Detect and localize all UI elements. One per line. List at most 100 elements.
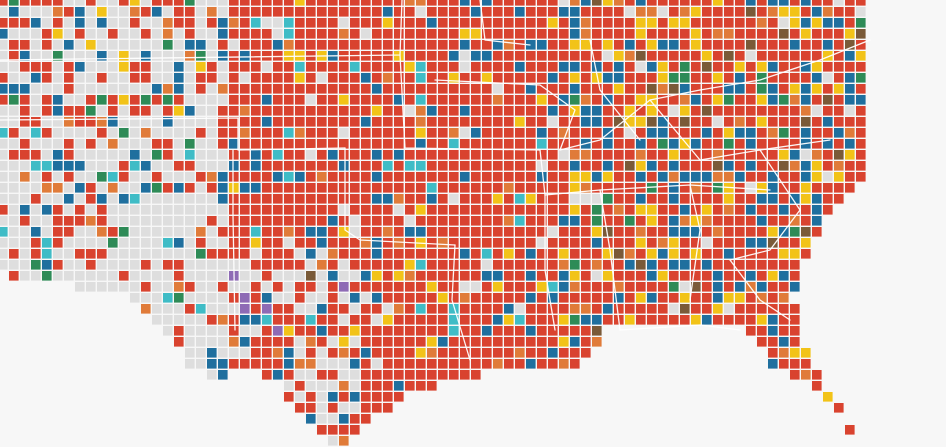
- county-tile: [20, 194, 30, 204]
- county-tile: [306, 7, 316, 17]
- county-tile: [185, 227, 195, 237]
- county-tile: [702, 216, 712, 226]
- county-tile: [196, 106, 206, 116]
- county-tile: [526, 7, 536, 17]
- county-tile: [515, 117, 525, 127]
- county-tile: [240, 326, 250, 336]
- county-tile: [801, 150, 811, 160]
- county-tile: [823, 73, 833, 83]
- county-tile: [427, 183, 437, 193]
- county-tile: [317, 40, 327, 50]
- county-tile: [152, 271, 162, 281]
- county-tile: [493, 172, 503, 182]
- county-tile: [449, 0, 459, 6]
- county-tile: [273, 0, 283, 6]
- county-tile: [207, 150, 217, 160]
- county-tile: [383, 128, 393, 138]
- county-tile: [86, 84, 96, 94]
- county-tile: [416, 293, 426, 303]
- county-tile: [130, 62, 140, 72]
- county-tile: [240, 282, 250, 292]
- county-tile: [372, 139, 382, 149]
- county-tile: [295, 359, 305, 369]
- county-tile: [449, 62, 459, 72]
- county-tile: [163, 128, 173, 138]
- county-tile: [75, 29, 85, 39]
- county-tile: [746, 150, 756, 160]
- county-tile: [592, 40, 602, 50]
- county-tile: [405, 227, 415, 237]
- county-tile: [746, 326, 756, 336]
- county-tile: [691, 18, 701, 28]
- county-tile: [251, 271, 261, 281]
- county-tile: [537, 271, 547, 281]
- county-tile: [86, 18, 96, 28]
- county-tile: [724, 128, 734, 138]
- county-tile: [790, 194, 800, 204]
- county-tile: [460, 95, 470, 105]
- county-tile: [53, 172, 63, 182]
- county-tile: [350, 0, 360, 6]
- county-tile: [416, 282, 426, 292]
- county-tile: [284, 271, 294, 281]
- county-tile: [229, 304, 239, 314]
- county-tile: [735, 260, 745, 270]
- county-tile: [823, 7, 833, 17]
- county-tile: [361, 282, 371, 292]
- county-tile: [482, 29, 492, 39]
- county-tile: [130, 161, 140, 171]
- county-tile: [548, 293, 558, 303]
- county-tile: [9, 238, 19, 248]
- county-tile: [0, 117, 8, 127]
- county-tile: [570, 29, 580, 39]
- county-tile: [207, 271, 217, 281]
- county-tile: [636, 249, 646, 259]
- county-tile: [581, 238, 591, 248]
- county-tile: [339, 150, 349, 160]
- county-tile: [735, 216, 745, 226]
- county-tile: [680, 304, 690, 314]
- county-tile: [196, 139, 206, 149]
- county-tile: [691, 260, 701, 270]
- county-tile: [328, 216, 338, 226]
- county-tile: [383, 381, 393, 391]
- county-tile: [460, 84, 470, 94]
- county-tile: [185, 84, 195, 94]
- county-tile: [185, 0, 195, 6]
- county-tile: [724, 238, 734, 248]
- county-tile: [295, 95, 305, 105]
- county-tile: [614, 128, 624, 138]
- county-tile: [779, 260, 789, 270]
- county-tile: [779, 73, 789, 83]
- county-tile: [570, 194, 580, 204]
- county-tile: [328, 29, 338, 39]
- county-tile: [339, 194, 349, 204]
- county-tile: [405, 117, 415, 127]
- county-tile: [284, 95, 294, 105]
- county-tile: [581, 348, 591, 358]
- county-tile: [658, 260, 668, 270]
- county-tile: [53, 238, 63, 248]
- county-tile: [328, 7, 338, 17]
- county-tile: [196, 117, 206, 127]
- county-tile: [570, 249, 580, 259]
- county-tile: [702, 7, 712, 17]
- county-tile: [680, 238, 690, 248]
- county-tile: [658, 95, 668, 105]
- county-tile: [427, 51, 437, 61]
- county-tile: [779, 40, 789, 50]
- county-tile: [449, 205, 459, 215]
- county-tile: [559, 249, 569, 259]
- county-tile: [328, 238, 338, 248]
- county-tile: [328, 315, 338, 325]
- county-tile: [53, 117, 63, 127]
- county-tile: [482, 359, 492, 369]
- county-tile: [317, 403, 327, 413]
- county-tile: [328, 172, 338, 182]
- county-tile: [185, 29, 195, 39]
- county-tile: [119, 51, 129, 61]
- county-tile: [680, 216, 690, 226]
- county-tile: [284, 282, 294, 292]
- county-tile: [251, 337, 261, 347]
- county-tile: [317, 370, 327, 380]
